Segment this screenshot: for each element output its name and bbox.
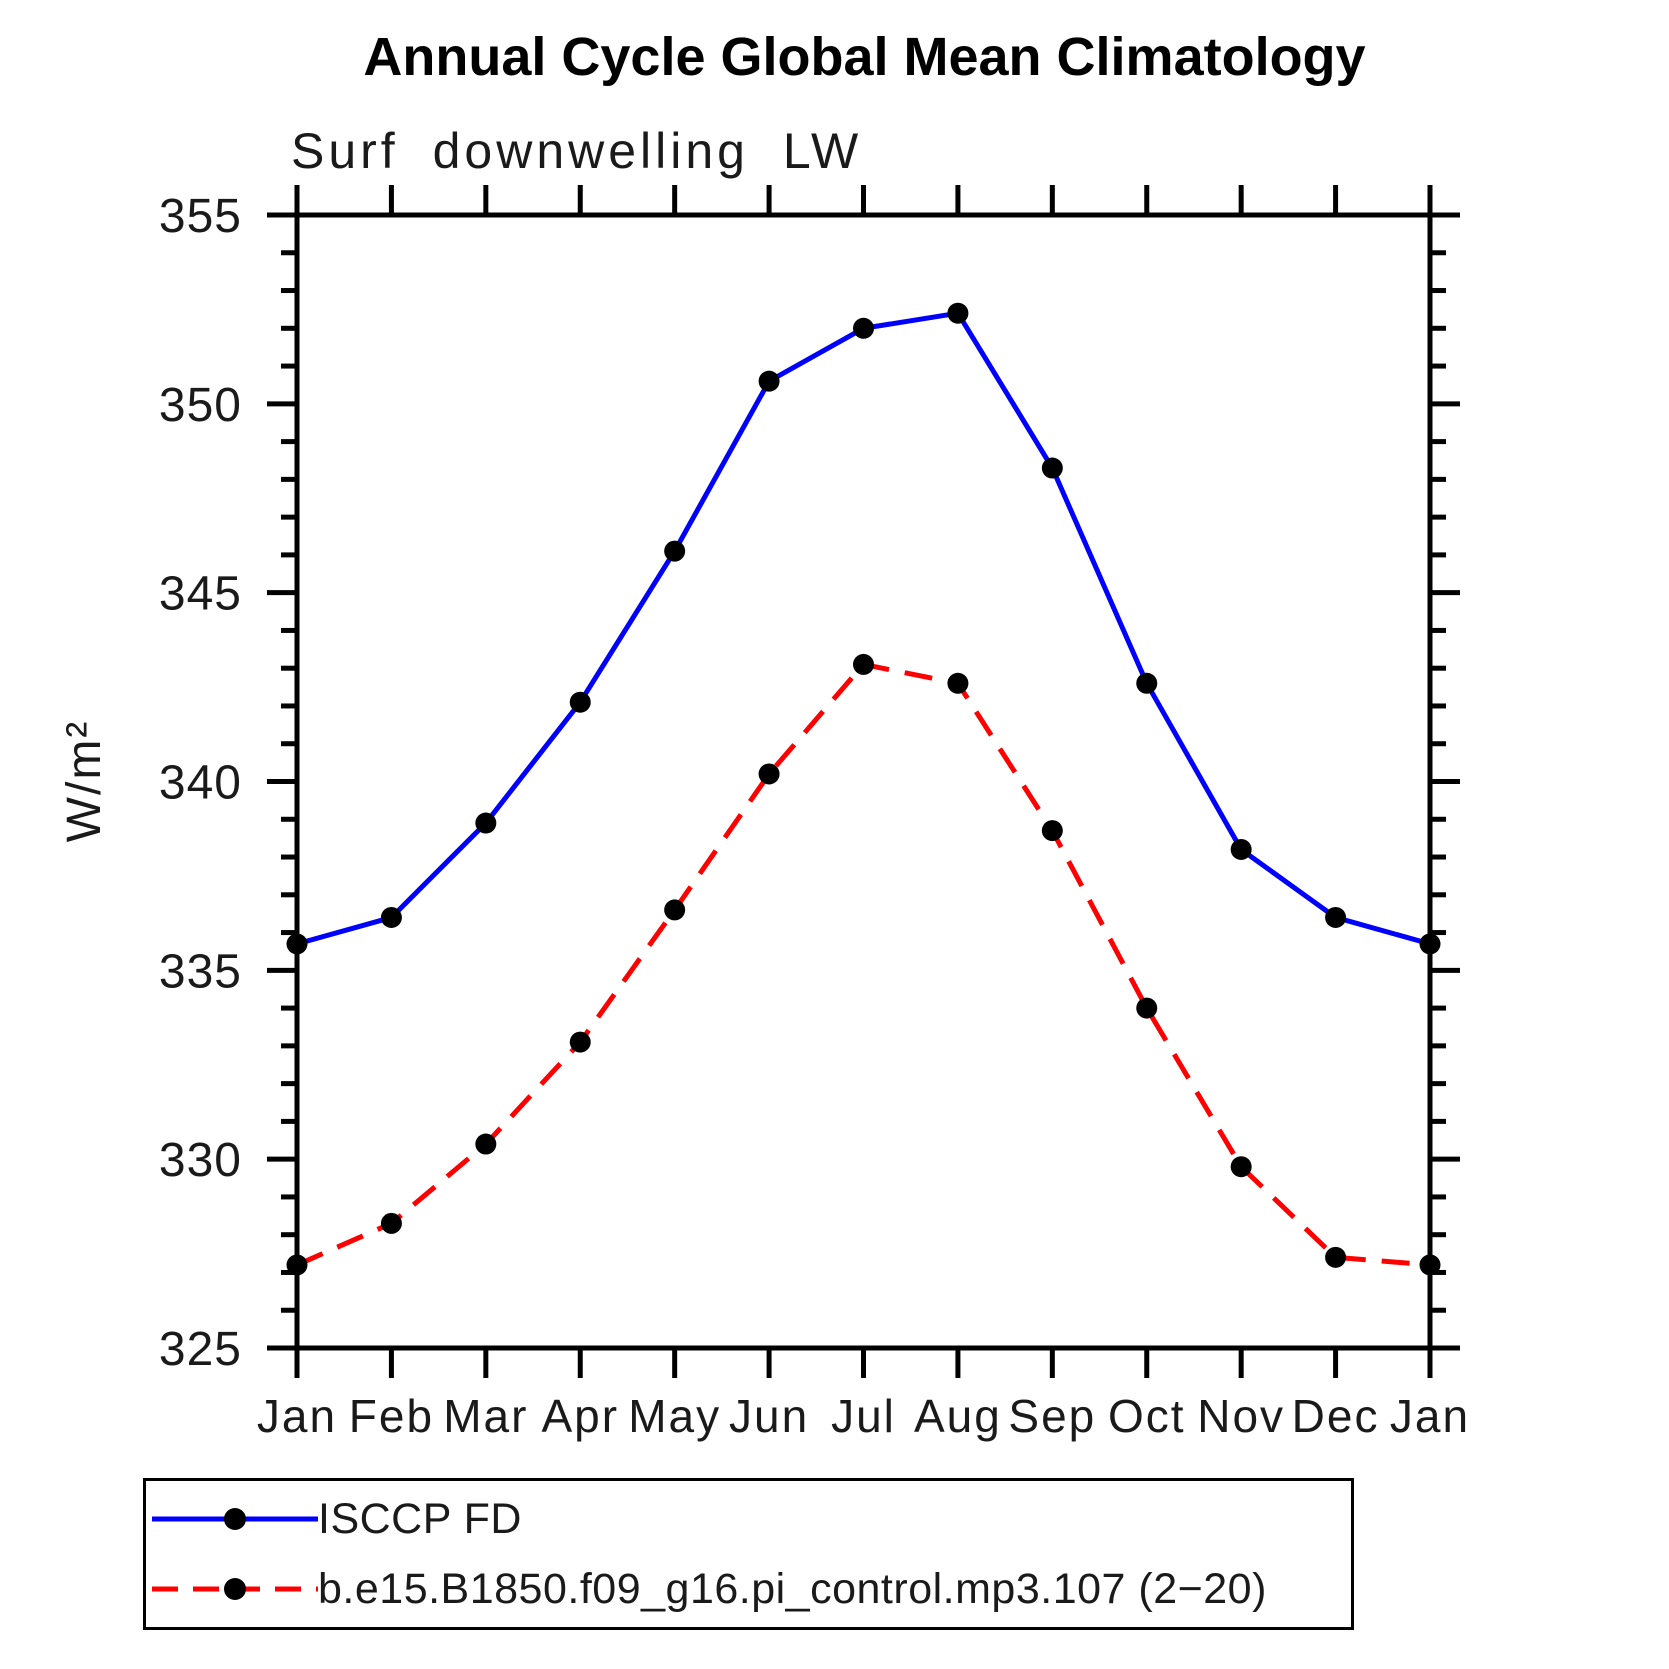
x-tick-label: Jan [1390,1390,1470,1442]
data-point-marker [1136,672,1158,694]
data-point-marker [1419,933,1441,955]
data-point-marker [569,691,591,713]
data-point-marker [569,1031,591,1053]
data-point-marker [758,763,780,785]
data-point-marker [1041,820,1063,842]
legend-key-dashed-line [152,1578,318,1600]
legend: ISCCP FD b.e15.B1850.f09_g16.pi_control.… [143,1478,1354,1630]
data-point-marker [1230,838,1252,860]
data-point-marker [1041,457,1063,479]
data-point-marker [475,1133,497,1155]
legend-marker-dot [224,1578,246,1600]
data-point-marker [286,1254,308,1276]
chart-title: Annual Cycle Global Mean Climatology [363,27,1366,87]
legend-marker-dot [224,1508,246,1530]
x-tick-label: Jul [831,1390,896,1442]
y-tick-label: 350 [159,379,242,432]
data-point-marker [664,899,686,921]
data-point-marker [1325,1246,1347,1268]
y-tick-label: 355 [159,190,242,243]
legend-label-model: b.e15.B1850.f09_g16.pi_control.mp3.107 (… [318,1564,1267,1613]
data-point-marker [947,302,969,324]
data-point-marker [947,672,969,694]
legend-label-isccp: ISCCP FD [318,1494,522,1543]
y-tick-label: 330 [159,1134,242,1187]
y-tick-label: 345 [159,568,242,621]
data-point-marker [1136,997,1158,1019]
legend-item-model: b.e15.B1850.f09_g16.pi_control.mp3.107 (… [152,1565,1267,1613]
data-point-marker [758,370,780,392]
x-tick-label: Aug [914,1390,1002,1442]
data-point-marker [853,653,874,675]
y-axis-label: W/m² [58,720,111,843]
data-point-marker [1325,906,1347,928]
x-tick-label: Oct [1108,1390,1186,1442]
data-point-marker [380,906,402,928]
legend-key-solid-line [152,1508,318,1530]
x-tick-label: Apr [541,1390,619,1442]
data-point-marker [1230,1156,1252,1178]
data-point-marker [286,933,308,955]
x-tick-label: Mar [443,1390,528,1442]
x-tick-label: May [628,1390,721,1442]
data-point-marker [664,540,686,562]
y-tick-label: 325 [159,1323,242,1376]
x-tick-label: Nov [1197,1390,1285,1442]
series-line-isccp [296,310,1431,947]
data-point-marker [1419,1254,1441,1276]
data-point-marker [380,1212,402,1234]
data-point-marker [853,317,874,339]
x-tick-label: Jan [257,1390,337,1442]
x-tick-label: Jun [729,1390,809,1442]
chart-subtitle: Surf downwelling LW [291,123,863,179]
x-tick-label: Dec [1292,1390,1380,1442]
y-tick-label: 335 [159,945,242,998]
y-tick-label: 340 [159,757,242,810]
legend-item-isccp: ISCCP FD [152,1495,522,1543]
series-line-model [295,661,1431,1268]
data-point-marker [475,812,497,834]
x-tick-label: Feb [349,1390,434,1442]
x-tick-label: Sep [1008,1390,1096,1442]
